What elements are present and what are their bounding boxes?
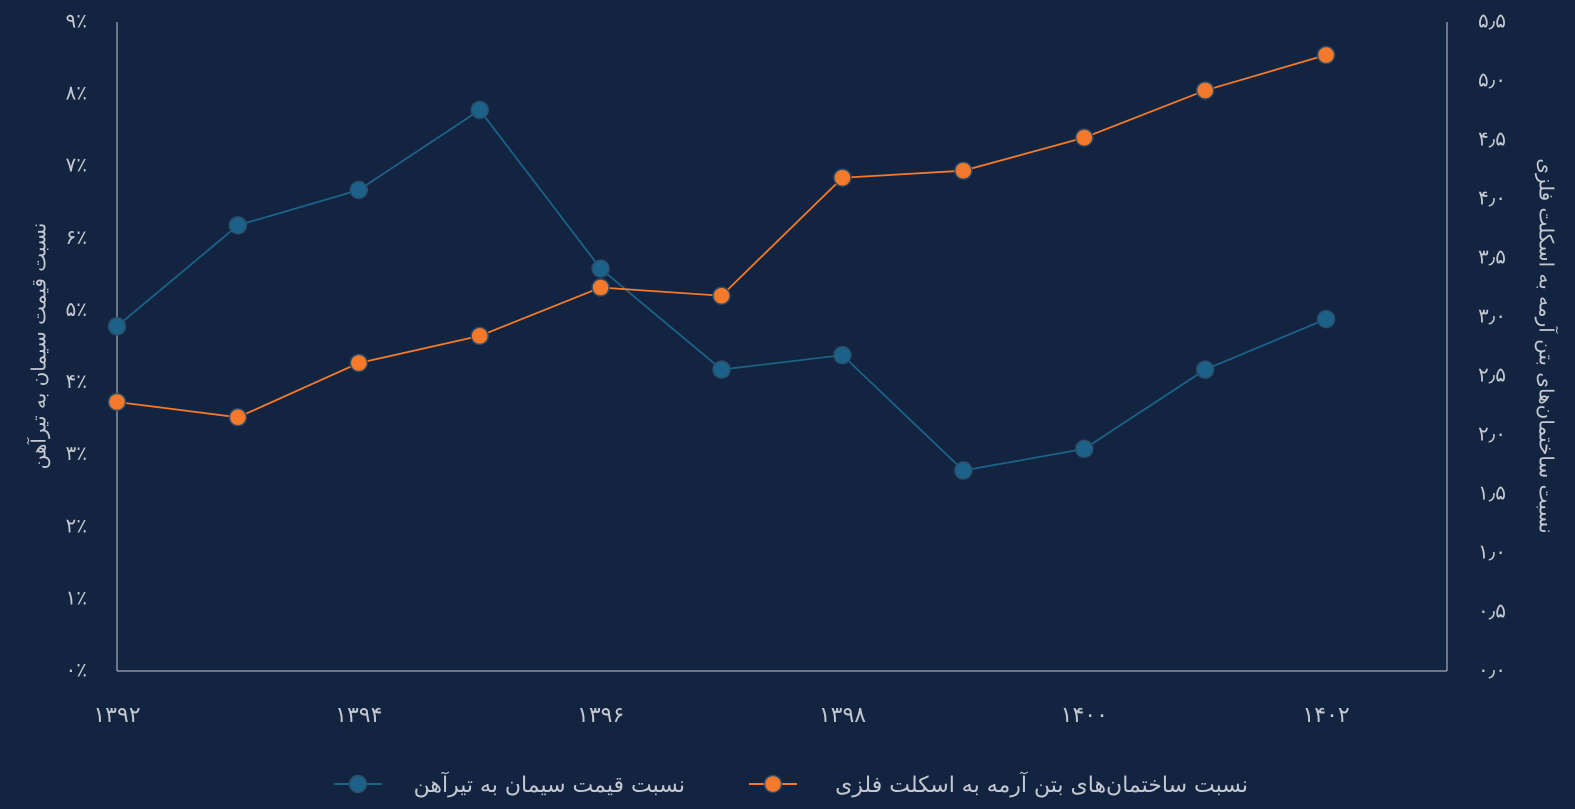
series-marker: [107, 317, 127, 336]
series-marker: [591, 278, 610, 297]
series-marker: [228, 216, 248, 235]
y2-tick-label: ۳٫۵: [1478, 245, 1506, 269]
y2-tick-label: ۲٫۵: [1478, 363, 1506, 387]
y2-tick-label: ۱٫۰: [1478, 540, 1506, 564]
x-tick-label: ۱۳۹۴: [335, 703, 382, 728]
y2-tick-label: ۳٫۰: [1478, 304, 1506, 328]
series-marker: [1316, 309, 1336, 329]
series-marker: [1075, 128, 1094, 147]
x-tick-label: ۱۳۹۶: [577, 703, 624, 728]
legend-marker: [348, 774, 368, 794]
legend-label: نسبت قیمت سیمان به تیرآهن: [414, 771, 685, 798]
y2-tick-label: ۱٫۵: [1478, 481, 1506, 505]
series-marker: [712, 286, 731, 306]
y-tick-label: ۸٪: [66, 81, 87, 105]
series-marker: [470, 100, 489, 120]
y2-tick-label: ۴٫۵: [1478, 127, 1506, 151]
series-marker: [833, 168, 852, 188]
x-tick-label: ۱۴۰۰: [1061, 703, 1108, 728]
y-tick-label: ۴٪: [66, 369, 87, 393]
y2-tick-label: ۴٫۰: [1478, 186, 1506, 210]
series-marker: [833, 345, 852, 365]
y2-tick-label: ۵٫۰: [1478, 68, 1506, 92]
y-tick-label: ۵٪: [66, 297, 87, 321]
y2-tick-label: ۵٫۵: [1478, 9, 1506, 33]
y-tick-label: ۳٪: [66, 441, 87, 465]
x-tick-label: ۱۴۰۲: [1302, 703, 1349, 728]
y2-tick-label: ۰٫۵: [1478, 599, 1506, 623]
y2-tick-label: ۲٫۰: [1478, 422, 1506, 446]
series-marker: [954, 161, 973, 180]
series-marker: [1195, 360, 1215, 379]
y-tick-label: ۲٪: [66, 513, 87, 537]
y-tick-label: ۰٪: [66, 658, 87, 682]
y-axis-title: نسبت قیمت سیمان به تیرآهن: [26, 223, 51, 470]
y-tick-label: ۹٪: [66, 9, 87, 33]
series-marker: [1075, 439, 1094, 459]
series-marker: [470, 326, 489, 346]
legend-label: نسبت ساختمان‌های بتن آرمه به اسکلت فلزی: [835, 771, 1248, 798]
series-marker: [954, 461, 973, 480]
series-marker: [1316, 45, 1336, 65]
series-marker: [712, 360, 731, 379]
series-marker: [1195, 81, 1215, 100]
y2-axis-title: نسبت ساختمان‌های بتن آرمه به اسکلت فلزی: [1535, 158, 1560, 533]
x-tick-label: ۱۳۹۸: [819, 703, 866, 728]
series-marker: [349, 180, 369, 200]
y-tick-label: ۷٪: [66, 153, 87, 177]
series-marker: [228, 408, 248, 427]
legend-marker: [763, 774, 783, 794]
x-tick-label: ۱۳۹۲: [93, 703, 140, 728]
series-marker: [349, 353, 369, 373]
series-marker: [107, 392, 127, 412]
y2-tick-label: ۰٫۰: [1478, 658, 1506, 682]
series-marker: [591, 259, 610, 278]
y-tick-label: ۱٪: [66, 585, 87, 609]
y-tick-label: ۶٪: [66, 225, 87, 249]
